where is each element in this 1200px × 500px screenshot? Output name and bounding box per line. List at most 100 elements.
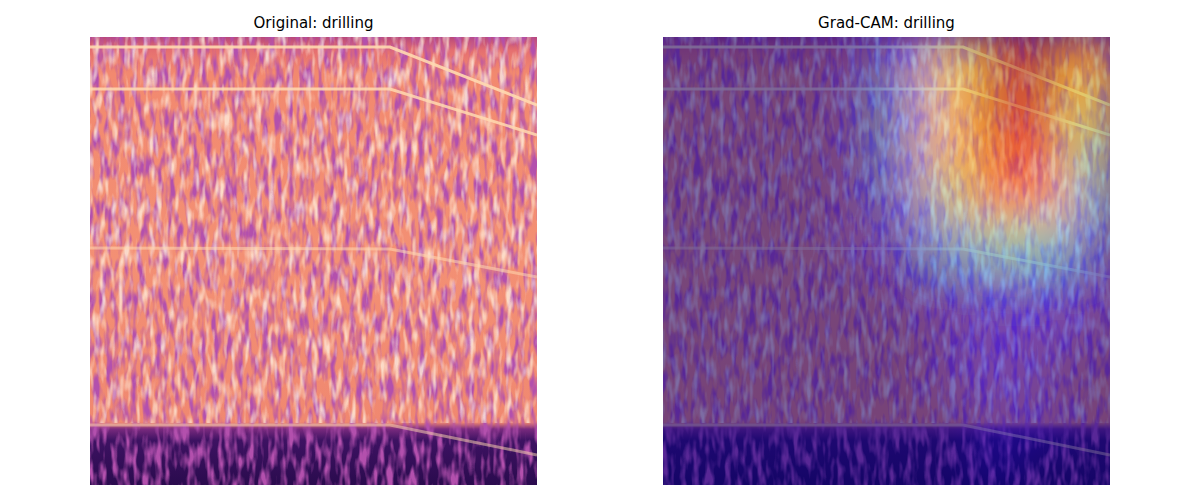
cam-cell: [752, 440, 797, 485]
cam-cell: [708, 440, 753, 485]
cam-cell: [797, 82, 842, 127]
cam-cell: [1021, 216, 1066, 261]
spec-speckle-dark: [90, 37, 537, 485]
harmonic-line: [90, 425, 537, 455]
cam-cell: [708, 395, 753, 440]
cam-cell: [1021, 395, 1066, 440]
canvas: Original: drilling Grad-CAM: drilling: [0, 0, 1200, 500]
cam-cell: [842, 395, 887, 440]
cam-cell: [976, 127, 1021, 172]
cam-cell: [842, 261, 887, 306]
cam-cell: [1065, 395, 1110, 440]
cam-cell: [887, 216, 932, 261]
cam-cell: [663, 395, 708, 440]
spec-speckle-light: [90, 37, 537, 422]
cam-cell: [842, 171, 887, 216]
cam-cell: [1021, 171, 1066, 216]
cam-cell: [663, 37, 708, 82]
cam-cell: [1021, 37, 1066, 82]
cam-cell: [797, 395, 842, 440]
panel-title: Original: drilling: [254, 14, 374, 32]
cam-cell: [1065, 440, 1110, 485]
cam-cell: [752, 37, 797, 82]
cam-cell: [976, 306, 1021, 351]
cam-cells: [663, 37, 1110, 485]
cam-cell: [797, 171, 842, 216]
cam-cell: [663, 82, 708, 127]
cam-cell: [1021, 440, 1066, 485]
cam-cell: [931, 261, 976, 306]
cam-cell: [931, 82, 976, 127]
cam-cell: [797, 127, 842, 172]
cam-cell: [976, 351, 1021, 396]
cam-cell: [887, 351, 932, 396]
cam-cell: [887, 127, 932, 172]
cam-cell: [1021, 82, 1066, 127]
cam-cell: [797, 440, 842, 485]
cam-cell: [797, 351, 842, 396]
cam-cell: [887, 261, 932, 306]
panel-title: Grad-CAM: drilling: [818, 14, 955, 32]
cam-cell: [887, 395, 932, 440]
cam-cell: [797, 261, 842, 306]
cam-cell: [1021, 261, 1066, 306]
cam-cell: [708, 216, 753, 261]
cam-overlay: [663, 37, 1110, 485]
cam-cell: [976, 82, 1021, 127]
cam-cell: [752, 216, 797, 261]
cam-cell: [976, 37, 1021, 82]
cam-cell: [663, 440, 708, 485]
cam-cell: [842, 127, 887, 172]
cam-cell: [1065, 127, 1110, 172]
spec-speckle-dark: [663, 37, 1110, 485]
cam-base: [663, 37, 1110, 485]
cam-cell: [752, 127, 797, 172]
figure: Original: drilling Grad-CAM: drilling: [0, 0, 1200, 500]
cam-cell: [708, 37, 753, 82]
cam-cell: [797, 306, 842, 351]
cam-cell: [842, 306, 887, 351]
spec-base: [90, 37, 537, 485]
panel: Grad-CAM: drilling: [663, 14, 1111, 486]
harmonic-line: [90, 47, 537, 105]
cam-cell: [842, 351, 887, 396]
cam-cell: [752, 171, 797, 216]
cam-cell: [931, 440, 976, 485]
cam-cell: [797, 216, 842, 261]
cam-cell: [1021, 127, 1066, 172]
cam-cell: [752, 261, 797, 306]
cam-cell: [931, 306, 976, 351]
cam-cell: [708, 351, 753, 396]
cam-cell: [1021, 351, 1066, 396]
spec-speckle-light: [663, 37, 1110, 422]
cam-cell: [1065, 306, 1110, 351]
cam-cell: [976, 395, 1021, 440]
cam-cell: [931, 395, 976, 440]
cam-cell: [1021, 306, 1066, 351]
cam-cell: [931, 127, 976, 172]
cam-cell: [1065, 37, 1110, 82]
cam-cell: [663, 306, 708, 351]
cam-cell: [976, 171, 1021, 216]
cam-cell: [663, 351, 708, 396]
cam-cell: [708, 127, 753, 172]
cam-cell: [931, 171, 976, 216]
cam-cell: [663, 216, 708, 261]
panel: Original: drilling: [90, 14, 537, 485]
cam-cell: [931, 216, 976, 261]
cam-cell: [842, 37, 887, 82]
cam-cell: [1065, 261, 1110, 306]
cam-cell: [887, 306, 932, 351]
cam-cell: [976, 216, 1021, 261]
cam-cell: [708, 82, 753, 127]
cam-cell: [976, 261, 1021, 306]
spectrogram: [90, 37, 537, 485]
cam-cell: [887, 82, 932, 127]
cam-cell: [797, 37, 842, 82]
harmonic-line: [90, 89, 537, 135]
cam-cell: [752, 82, 797, 127]
cam-cell: [752, 395, 797, 440]
cam-cell: [842, 440, 887, 485]
cam-cell: [842, 82, 887, 127]
spec-base: [663, 37, 1110, 485]
